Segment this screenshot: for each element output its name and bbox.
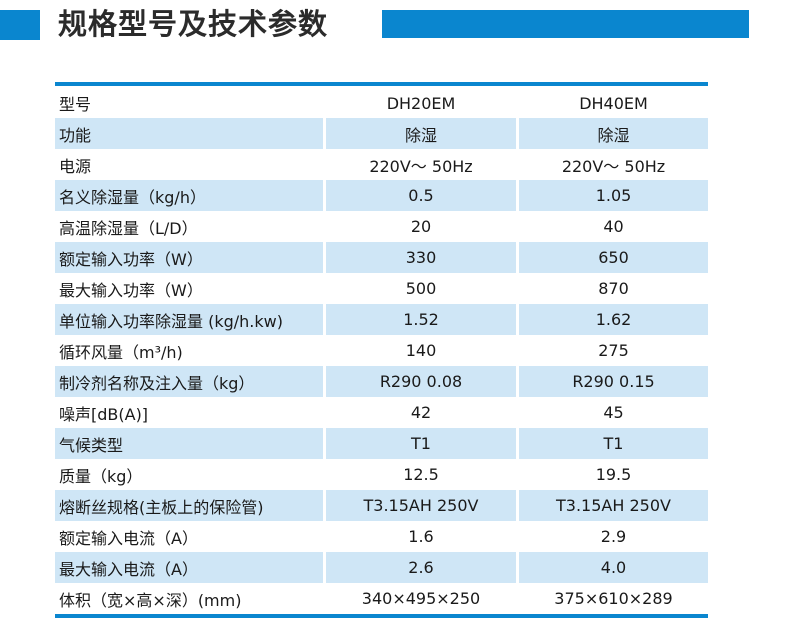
model-1-value: 500 bbox=[323, 273, 516, 304]
row-label: 熔断丝规格(主板上的保险管) bbox=[55, 490, 323, 521]
model-1-value: DH20EM bbox=[323, 88, 516, 118]
model-2-value: 650 bbox=[516, 242, 708, 273]
table-row: 最大输入电流（A） 2.6 4.0 bbox=[55, 552, 708, 583]
model-2-value: 19.5 bbox=[516, 459, 708, 490]
row-label: 制冷剂名称及注入量（kg） bbox=[55, 366, 323, 397]
row-label: 名义除湿量（kg/h） bbox=[55, 180, 323, 211]
model-1-value: 1.52 bbox=[323, 304, 516, 335]
model-2-value: 870 bbox=[516, 273, 708, 304]
header-left-accent-bar bbox=[0, 10, 40, 40]
row-label: 电源 bbox=[59, 156, 92, 176]
row-label: 噪声[dB(A)] bbox=[59, 404, 149, 424]
row-label: 循环风量（m³/h) bbox=[59, 342, 183, 362]
table-row: 制冷剂名称及注入量（kg） R290 0.08 R290 0.15 bbox=[55, 366, 708, 397]
model-2-value: 375×610×289 bbox=[516, 583, 708, 614]
header-right-accent-bar bbox=[382, 10, 749, 38]
row-label: 最大输入功率（W） bbox=[59, 280, 203, 300]
model-2-value: 1.62 bbox=[516, 304, 708, 335]
model-2-value: 除湿 bbox=[516, 118, 708, 149]
model-1-value: 12.5 bbox=[323, 459, 516, 490]
model-1-value: 140 bbox=[323, 335, 516, 366]
table-row: 名义除湿量（kg/h） 0.5 1.05 bbox=[55, 180, 708, 211]
spec-table: 型号 DH20EM DH40EM 功能 除湿 除湿 电源 220V～ 50Hz … bbox=[55, 88, 708, 614]
model-2-value: 40 bbox=[516, 211, 708, 242]
model-2-value: T1 bbox=[516, 428, 708, 459]
table-row: 型号 DH20EM DH40EM bbox=[55, 88, 708, 118]
table-row: 循环风量（m³/h) 140 275 bbox=[55, 335, 708, 366]
model-2-value: T3.15AH 250V bbox=[516, 490, 708, 521]
table-row: 功能 除湿 除湿 bbox=[55, 118, 708, 149]
model-2-value: DH40EM bbox=[516, 88, 708, 118]
model-1-value: T3.15AH 250V bbox=[323, 490, 516, 521]
row-label: 功能 bbox=[55, 118, 323, 149]
table-row: 单位输入功率除湿量 (kg/h.kw) 1.52 1.62 bbox=[55, 304, 708, 335]
table-row: 质量（kg） 12.5 19.5 bbox=[55, 459, 708, 490]
model-2-value: 1.05 bbox=[516, 180, 708, 211]
row-label: 最大输入电流（A） bbox=[55, 552, 323, 583]
table-row: 气候类型 T1 T1 bbox=[55, 428, 708, 459]
model-2-value: 275 bbox=[516, 335, 708, 366]
model-1-value: 除湿 bbox=[323, 118, 516, 149]
table-bottom-rule bbox=[55, 614, 708, 618]
model-2-value: R290 0.15 bbox=[516, 366, 708, 397]
model-1-value: 2.6 bbox=[323, 552, 516, 583]
row-label: 体积（宽×高×深）(mm) bbox=[59, 590, 242, 610]
model-1-value: 20 bbox=[323, 211, 516, 242]
row-label: 额定输入电流（A） bbox=[59, 528, 198, 548]
table-row: 最大输入功率（W） 500 870 bbox=[55, 273, 708, 304]
table-row: 高温除湿量（L/D） 20 40 bbox=[55, 211, 708, 242]
model-1-value: R290 0.08 bbox=[323, 366, 516, 397]
model-2-value: 2.9 bbox=[516, 521, 708, 552]
row-label: 单位输入功率除湿量 (kg/h.kw) bbox=[55, 304, 323, 335]
model-2-value: 4.0 bbox=[516, 552, 708, 583]
model-1-value: 340×495×250 bbox=[323, 583, 516, 614]
page-title: 规格型号及技术参数 bbox=[58, 7, 329, 41]
row-label: 型号 bbox=[59, 95, 92, 114]
model-1-value: 330 bbox=[323, 242, 516, 273]
row-label: 气候类型 bbox=[55, 428, 323, 459]
row-label: 质量（kg） bbox=[59, 466, 143, 486]
model-1-value: 1.6 bbox=[323, 521, 516, 552]
table-top-rule bbox=[55, 82, 708, 86]
model-1-value: 0.5 bbox=[323, 180, 516, 211]
table-row: 电源 220V～ 50Hz 220V～ 50Hz bbox=[55, 149, 708, 180]
table-row: 噪声[dB(A)] 42 45 bbox=[55, 397, 708, 428]
row-label: 高温除湿量（L/D） bbox=[59, 218, 198, 238]
model-2-value: 45 bbox=[516, 397, 708, 428]
model-1-value: T1 bbox=[323, 428, 516, 459]
table-row: 体积（宽×高×深）(mm) 340×495×250 375×610×289 bbox=[55, 583, 708, 614]
model-1-value: 42 bbox=[323, 397, 516, 428]
table-row: 额定输入功率（W） 330 650 bbox=[55, 242, 708, 273]
table-row: 熔断丝规格(主板上的保险管) T3.15AH 250V T3.15AH 250V bbox=[55, 490, 708, 521]
model-1-value: 220V～ 50Hz bbox=[323, 149, 516, 180]
row-label: 额定输入功率（W） bbox=[55, 242, 323, 273]
model-2-value: 220V～ 50Hz bbox=[516, 149, 708, 180]
table-row: 额定输入电流（A） 1.6 2.9 bbox=[55, 521, 708, 552]
